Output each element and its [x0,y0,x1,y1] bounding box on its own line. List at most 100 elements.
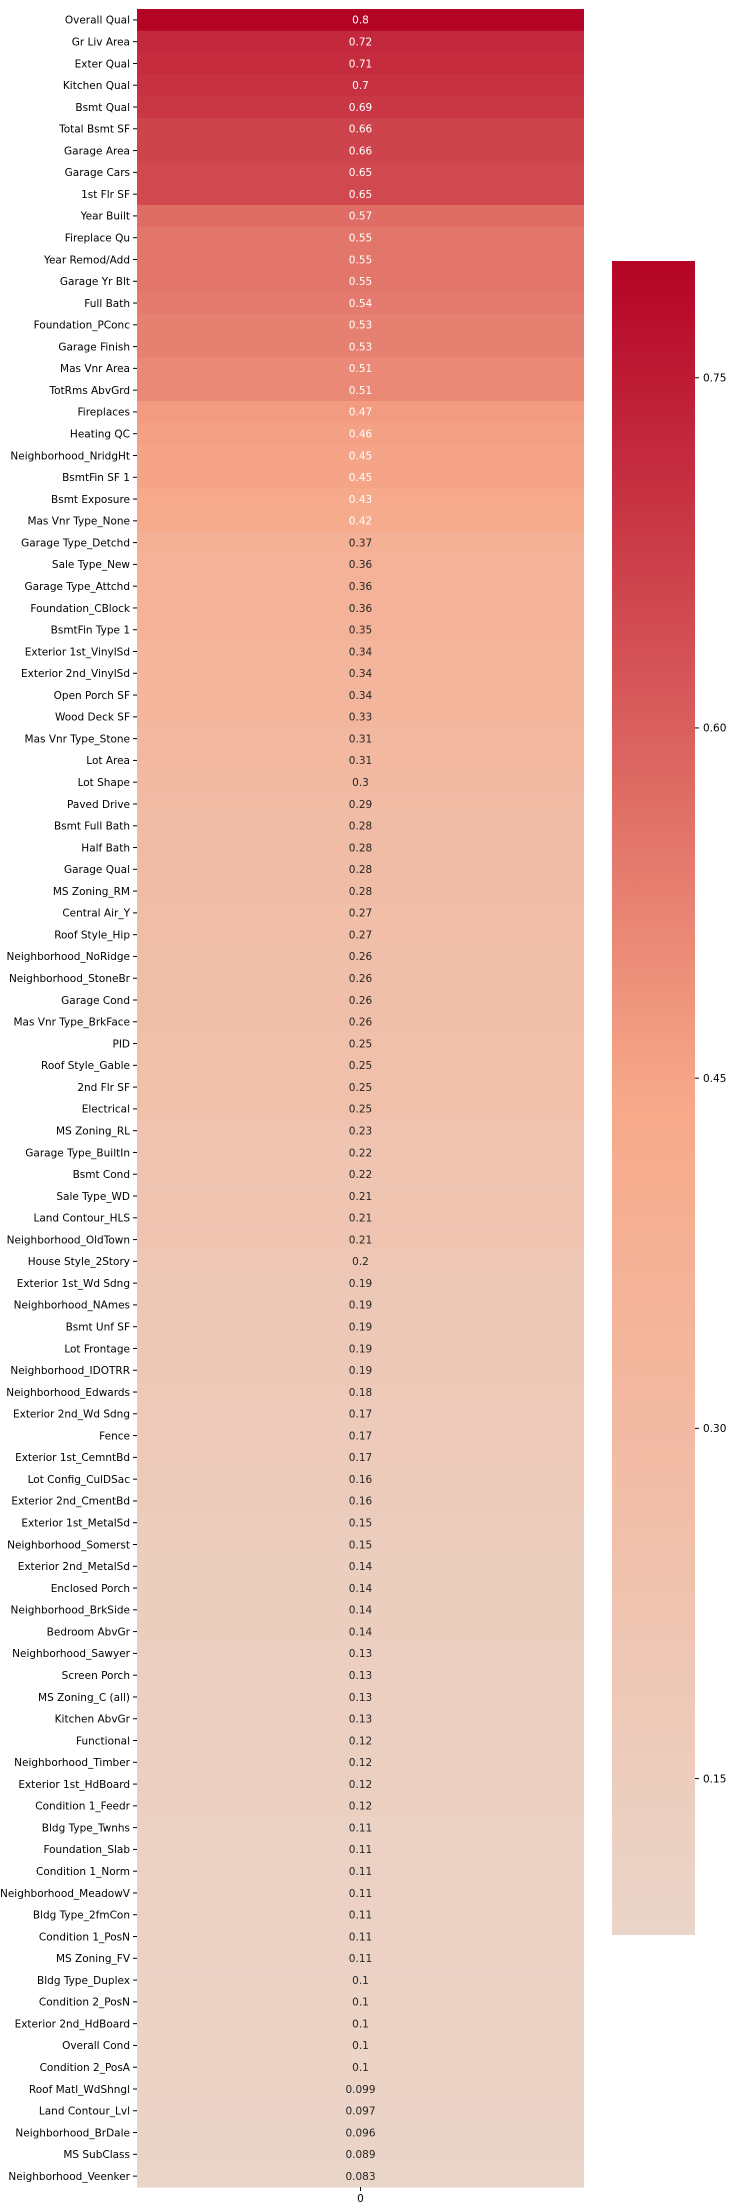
value-label-neighborhood-meadowv: 0.11 [349,1888,372,1900]
cell-garage-type-attchd [137,575,584,598]
row-label-bedroom-abvgr: Bedroom AbvGr [47,1626,131,1638]
value-label-overall-qual: 0.8 [352,15,369,27]
value-label-roof-matl-wdshngl: 0.099 [345,2084,375,2096]
row-label-heating-qc: Heating QC [70,429,130,441]
row-label-fireplace-qu: Fireplace Qu [65,232,130,244]
row-label-bsmt-exposure: Bsmt Exposure [51,494,130,506]
value-label-garage-cars: 0.65 [349,167,372,179]
value-label-neighborhood-sawyer: 0.13 [349,1648,372,1660]
cell-electrical [137,1098,584,1121]
row-label-year-built: Year Built [80,211,130,223]
value-label-overall-cond: 0.1 [352,2040,369,2052]
cell-lot-config-culdsac [137,1468,584,1491]
value-label-open-porch-sf: 0.34 [349,690,373,702]
row-label-garage-type-builtin: Garage Type_BuiltIn [25,1147,130,1159]
row-label-lot-shape: Lot Shape [78,777,130,789]
value-label-land-contour-lvl: 0.097 [345,2106,375,2118]
value-label-neighborhood-oldtown: 0.21 [349,1234,372,1246]
cell-land-contour-lvl [137,2099,584,2123]
value-label-gr-liv-area: 0.72 [349,36,372,48]
value-label-neighborhood-brdale: 0.096 [345,2127,375,2139]
cell-garage-cond [137,989,584,1012]
value-label-garage-finish: 0.53 [349,341,372,353]
value-label-condition-2-posa: 0.1 [352,2062,369,2074]
row-label-fireplaces: Fireplaces [78,407,130,419]
colorbar-tick-label: 0.45 [703,1073,726,1085]
cell-bldg-type-duplex [137,1969,584,1992]
value-label-condition-1-norm: 0.11 [349,1866,372,1878]
cell-foundation-slab [137,1838,584,1861]
value-label-garage-cond: 0.26 [349,995,373,1007]
row-label-condition-1-feedr: Condition 1_Feedr [35,1801,130,1813]
cell-neighborhood-names [137,1294,584,1317]
value-label-lot-frontage: 0.19 [349,1343,372,1355]
row-label-neighborhood-nridght: Neighborhood_NridgHt [10,450,130,462]
cell-paved-drive [137,793,584,816]
row-label-foundation-cblock: Foundation_CBlock [30,603,131,615]
cell-bldg-type-2fmcon [137,1903,584,1927]
cell-lot-area [137,749,584,772]
row-label-overall-cond: Overall Cond [62,2040,130,2052]
row-label-exterior-1st-metalsd: Exterior 1st_MetalSd [21,1518,130,1530]
cell-heating-qc [137,422,584,446]
value-label-full-bath: 0.54 [349,298,373,310]
cell-2nd-flr-sf [137,1076,584,1099]
cell-sale-type-wd [137,1185,584,1208]
row-label-garage-type-attchd: Garage Type_Attchd [25,581,130,593]
cell-land-contour-hls [137,1206,584,1230]
value-label-lot-area: 0.31 [349,755,372,767]
row-label-functional: Functional [76,1735,130,1747]
value-label-exterior-2nd-vinylsd: 0.34 [349,668,373,680]
row-label-exterior-2nd-wd-sdng: Exterior 2nd_Wd Sdng [13,1409,130,1421]
value-label-totrms-abvgrd: 0.51 [349,385,372,397]
row-label-garage-yr-blt: Garage Yr Blt [60,276,130,288]
row-label-neighborhood-names: Neighborhood_NAmes [14,1300,130,1312]
cell-ms-zoning-c-all [137,1686,584,1709]
cell-gr-liv-area [137,30,584,54]
cell-exterior-2nd-cmentbd [137,1490,584,1513]
value-label-enclosed-porch: 0.14 [349,1583,373,1595]
value-label-condition-1-feedr: 0.12 [349,1801,372,1813]
value-label-lot-shape: 0.3 [352,777,369,789]
cell-ms-subclass [137,2143,584,2166]
cell-exterior-1st-hdboard [137,1773,584,1796]
value-label-garage-yr-blt: 0.55 [349,276,372,288]
row-label-central-air-y: Central Air_Y [62,908,130,920]
row-label-bldg-type-twnhs: Bldg Type_Twnhs [42,1822,130,1834]
row-label-bsmt-unf-sf: Bsmt Unf SF [66,1321,130,1333]
value-label-1st-flr-sf: 0.65 [349,189,372,201]
row-label-screen-porch: Screen Porch [62,1670,130,1682]
row-label-overall-qual: Overall Qual [65,15,130,27]
cell-screen-porch [137,1664,584,1687]
value-label-kitchen-qual: 0.7 [352,80,369,92]
value-label-bsmt-full-bath: 0.28 [349,821,372,833]
value-label-foundation-cblock: 0.36 [349,603,373,615]
value-label-exterior-1st-wd-sdng: 0.19 [349,1278,372,1290]
cell-neighborhood-sawyer [137,1642,584,1665]
cell-neighborhood-stonebr [137,967,584,990]
value-label-wood-deck-sf: 0.33 [349,712,372,724]
row-label-bsmtfin-sf-1: BsmtFin SF 1 [62,472,130,484]
cell-mas-vnr-type-stone [137,727,584,751]
row-label-mas-vnr-type-stone: Mas Vnr Type_Stone [25,733,130,745]
value-label-ms-zoning-c-all: 0.13 [349,1692,372,1704]
value-label-house-style-2story: 0.2 [352,1256,369,1268]
row-label-neighborhood-sawyer: Neighborhood_Sawyer [12,1648,131,1660]
cell-condition-1-feedr [137,1794,584,1818]
value-label-exterior-1st-hdboard: 0.12 [349,1779,372,1791]
cell-mas-vnr-type-brkface [137,1010,584,1034]
cell-exter-qual [137,52,584,75]
cell-garage-yr-blt [137,270,584,293]
value-label-mas-vnr-type-brkface: 0.26 [349,1017,373,1029]
row-label-ms-zoning-rl: MS Zoning_RL [56,1125,130,1137]
cell-central-air-y [137,901,584,925]
value-label-bsmt-exposure: 0.43 [349,494,372,506]
row-label-bsmt-cond: Bsmt Cond [73,1169,130,1181]
row-labels: Overall Qual Gr Liv Area Exter Qual Kitchen… [0,15,137,2183]
cell-neighborhood-somerst [137,1533,584,1556]
value-label-land-contour-hls: 0.21 [349,1213,372,1225]
value-label-ms-zoning-rl: 0.23 [349,1125,372,1137]
cell-roof-style-hip [137,923,584,947]
cell-ms-zoning-rm [137,880,584,903]
